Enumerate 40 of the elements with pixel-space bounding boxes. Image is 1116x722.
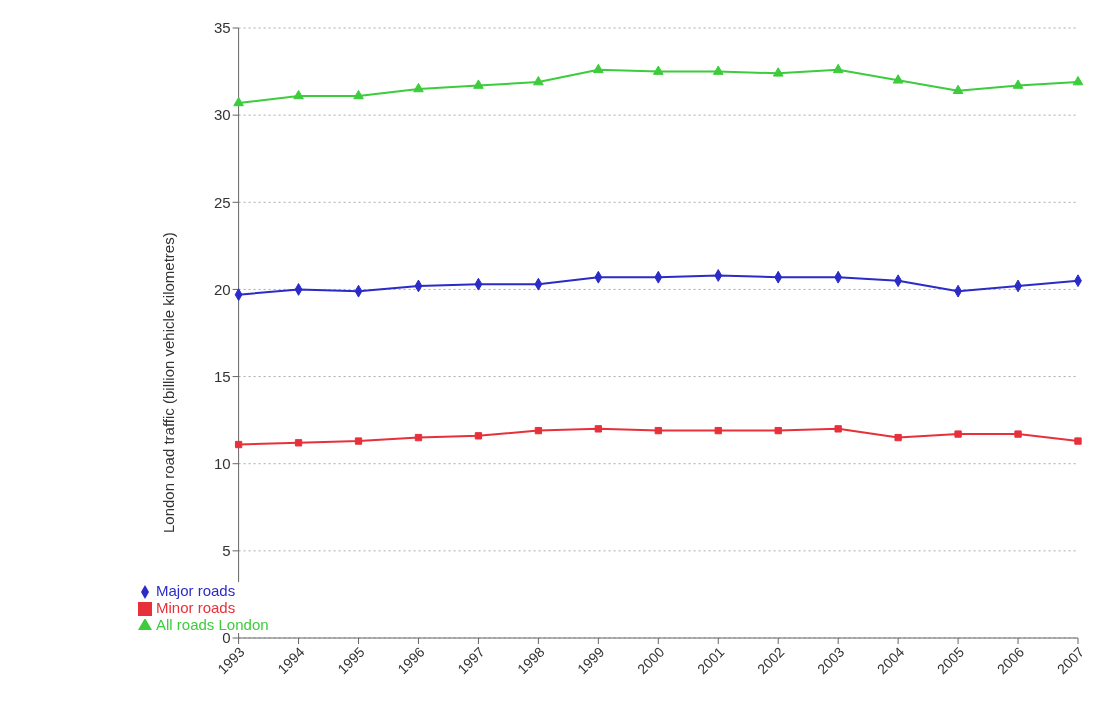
- point: [414, 433, 423, 442]
- point: [894, 433, 902, 442]
- point: [952, 84, 964, 95]
- point: [714, 426, 722, 435]
- legend-label: Minor roads: [156, 598, 236, 616]
- point: [473, 79, 484, 89]
- point: [533, 75, 544, 86]
- point: [413, 82, 424, 93]
- point: [234, 440, 243, 449]
- point: [594, 425, 602, 433]
- y-tick-label: 5: [222, 542, 231, 560]
- point: [353, 89, 364, 100]
- point: [954, 430, 962, 438]
- y-tick-label: 20: [213, 280, 231, 298]
- y-tick-label: 35: [213, 19, 231, 37]
- point: [593, 63, 604, 74]
- point: [354, 437, 363, 445]
- point: [1012, 79, 1024, 89]
- point: [712, 65, 724, 75]
- point: [1074, 437, 1082, 445]
- point: [534, 426, 543, 435]
- y-tick-label: 10: [213, 455, 231, 473]
- legend-label: Major roads: [156, 581, 236, 599]
- point: [294, 439, 303, 447]
- point: [293, 89, 304, 100]
- point: [832, 63, 844, 74]
- y-tick-label: 15: [213, 367, 231, 385]
- point: [892, 74, 904, 84]
- point: [474, 432, 483, 440]
- y-tick-label: 30: [213, 106, 231, 124]
- point: [834, 425, 842, 433]
- y-axis-title: London road traffic (billion vehicle kilometres): [159, 232, 177, 533]
- y-tick-label: 25: [213, 193, 231, 211]
- point: [772, 67, 784, 77]
- point: [774, 426, 782, 435]
- point: [1072, 75, 1084, 86]
- point: [233, 96, 244, 107]
- point: [1014, 430, 1022, 438]
- point: [652, 65, 664, 75]
- point: [654, 426, 662, 435]
